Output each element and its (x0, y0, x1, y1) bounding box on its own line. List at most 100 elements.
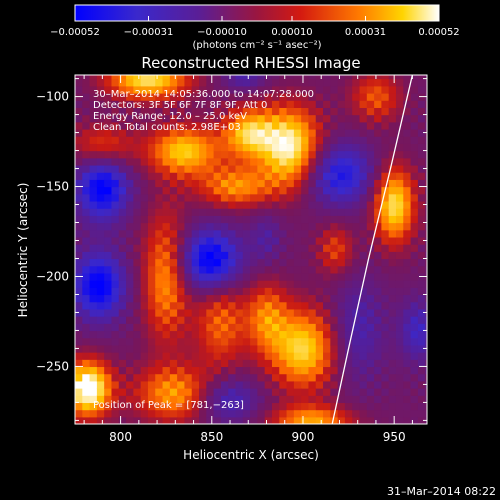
heatmap-cell (206, 164, 215, 173)
heatmap-cell (301, 114, 310, 123)
heatmap-cell (89, 208, 98, 216)
heatmap-cell (308, 200, 317, 209)
heatmap-cell (191, 114, 200, 123)
heatmap-cell (213, 409, 222, 418)
heatmap-cell (75, 229, 83, 238)
heatmap-cell (315, 157, 324, 166)
heatmap-cell (177, 172, 186, 180)
heatmap-cell (257, 344, 266, 353)
heatmap-cell (264, 409, 273, 418)
heatmap-cell (162, 157, 171, 166)
heatmap-cell (315, 229, 324, 238)
heatmap-cell (337, 380, 346, 389)
heatmap-cell (140, 344, 149, 353)
heatmap-cell (257, 136, 266, 144)
heatmap-cell (133, 236, 142, 245)
heatmap-cell (82, 107, 91, 116)
heatmap-cell (184, 121, 193, 130)
heatmap-cell (257, 78, 266, 87)
heatmap-cell (352, 128, 361, 137)
heatmap-cell (301, 150, 310, 159)
heatmap-cell (366, 75, 375, 80)
heatmap-cell (425, 172, 427, 180)
heatmap-cell (323, 308, 331, 317)
heatmap-cell (352, 200, 361, 209)
heatmap-cell (191, 193, 200, 202)
heatmap-cell (403, 200, 412, 209)
heatmap-cell (155, 330, 164, 339)
heatmap-cell (147, 193, 156, 202)
heatmap-cell (417, 344, 426, 353)
heatmap-cell (162, 402, 171, 411)
heatmap-cell (242, 100, 251, 108)
heatmap-cell (242, 136, 251, 144)
heatmap-cell (89, 78, 98, 87)
heatmap-cell (75, 373, 83, 382)
heatmap-cell (330, 100, 339, 108)
heatmap-cell (82, 366, 91, 375)
heatmap-cell (220, 222, 229, 231)
heatmap-cell (337, 388, 346, 396)
heatmap-cell (374, 323, 383, 332)
heatmap-cell (242, 179, 251, 188)
heatmap-cell (82, 251, 91, 260)
heatmap-cell (323, 121, 331, 130)
heatmap-cell (257, 359, 266, 368)
heatmap-cell (133, 409, 142, 418)
heatmap-cell (323, 380, 331, 389)
heatmap-cell (359, 323, 368, 332)
heatmap-cell (104, 330, 113, 339)
heatmap-cell (118, 301, 127, 310)
heatmap-cell (206, 208, 215, 216)
heatmap-cell (366, 136, 375, 144)
heatmap-cell (126, 251, 134, 260)
heatmap-cell (395, 337, 404, 346)
heatmap-cell (199, 265, 207, 274)
heatmap-cell (403, 128, 412, 137)
heatmap-cell (301, 258, 310, 267)
heatmap-cell (162, 222, 171, 231)
heatmap-cell (169, 75, 178, 80)
heatmap-cell (388, 186, 397, 195)
heatmap-cell (293, 193, 302, 202)
heatmap-cell (162, 416, 171, 424)
heatmap-cell (140, 193, 149, 202)
heatmap-cell (250, 373, 258, 382)
heatmap-cell (162, 294, 171, 303)
colorbar-tick-label: −0.00010 (197, 27, 247, 38)
heatmap-cell (104, 222, 113, 231)
heatmap-cell (133, 366, 142, 375)
heatmap-cell (213, 150, 222, 159)
heatmap-cell (271, 107, 280, 116)
heatmap-cell (155, 265, 164, 274)
heatmap-cell (147, 172, 156, 180)
heatmap-cell (286, 366, 295, 375)
heatmap-cell (177, 150, 186, 159)
heatmap-cell (184, 229, 193, 238)
heatmap-cell (96, 78, 105, 87)
heatmap-cell (199, 85, 207, 94)
heatmap-cell (301, 272, 310, 281)
heatmap-cell (242, 330, 251, 339)
heatmap-cell (104, 128, 113, 137)
heatmap-cell (359, 265, 368, 274)
heatmap-cell (286, 287, 295, 296)
heatmap-cell (228, 244, 237, 252)
heatmap-cell (133, 272, 142, 281)
heatmap-cell (213, 308, 222, 317)
heatmap-cell (330, 236, 339, 245)
heatmap-cell (257, 222, 266, 231)
heatmap-cell (374, 388, 383, 396)
heatmap-cell (293, 301, 302, 310)
heatmap-cell (286, 388, 295, 396)
heatmap-cell (213, 172, 222, 180)
heatmap-cell (82, 200, 91, 209)
heatmap-cell (140, 301, 149, 310)
heatmap-cell (206, 265, 215, 274)
heatmap-cell (293, 75, 302, 80)
heatmap-cell (323, 215, 331, 224)
heatmap-cell (228, 208, 237, 216)
heatmap-cell (155, 229, 164, 238)
heatmap-cell (425, 100, 427, 108)
heatmap-cell (96, 373, 105, 382)
